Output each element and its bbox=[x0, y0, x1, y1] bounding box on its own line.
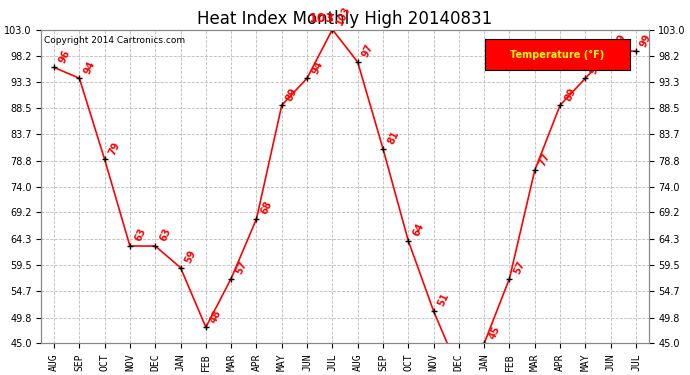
Text: 63: 63 bbox=[158, 227, 172, 243]
Text: 99: 99 bbox=[639, 32, 653, 48]
Text: 59: 59 bbox=[184, 249, 198, 265]
Text: 48: 48 bbox=[208, 308, 224, 324]
Text: 51: 51 bbox=[436, 292, 451, 308]
Text: 79: 79 bbox=[108, 140, 122, 157]
Text: 103: 103 bbox=[308, 12, 334, 26]
Text: 68: 68 bbox=[259, 200, 274, 216]
Text: 57: 57 bbox=[234, 259, 248, 276]
Title: Heat Index Monthly High 20140831: Heat Index Monthly High 20140831 bbox=[197, 10, 493, 28]
Text: 94: 94 bbox=[82, 59, 97, 75]
Text: 64: 64 bbox=[411, 221, 426, 238]
Text: 81: 81 bbox=[386, 129, 401, 146]
Text: 89: 89 bbox=[284, 86, 299, 102]
Text: 94: 94 bbox=[310, 59, 324, 75]
Text: 96: 96 bbox=[57, 48, 72, 64]
Text: 89: 89 bbox=[563, 86, 578, 102]
Text: 57: 57 bbox=[512, 259, 527, 276]
Text: 77: 77 bbox=[538, 151, 552, 168]
Text: 63: 63 bbox=[132, 227, 148, 243]
Text: 103: 103 bbox=[335, 4, 353, 27]
Text: 45: 45 bbox=[487, 324, 502, 341]
Text: 99: 99 bbox=[613, 32, 628, 48]
Text: 94: 94 bbox=[588, 59, 603, 75]
Text: 97: 97 bbox=[360, 43, 375, 59]
Text: Copyright 2014 Cartronics.com: Copyright 2014 Cartronics.com bbox=[44, 36, 186, 45]
Text: 40: 40 bbox=[0, 374, 1, 375]
